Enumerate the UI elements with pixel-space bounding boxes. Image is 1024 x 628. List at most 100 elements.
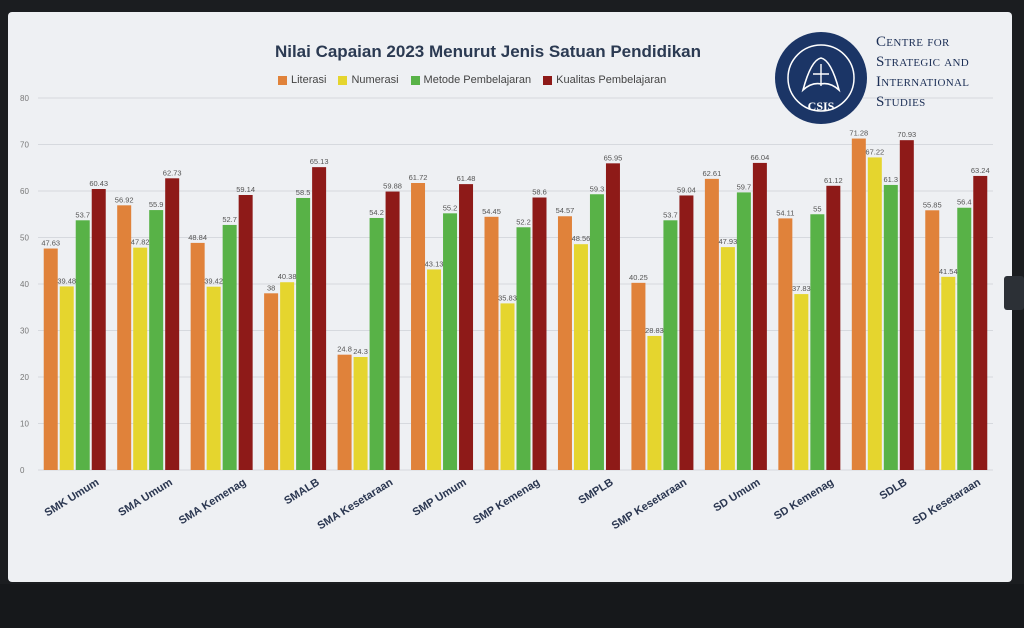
data-label: 66.04 [750, 153, 769, 162]
csis-logo-icon: CSIS [775, 32, 867, 124]
y-tick-label: 70 [20, 141, 29, 150]
bar-numerasi [573, 244, 588, 470]
data-label: 41.54 [939, 267, 958, 276]
data-label: 58.5 [296, 188, 311, 197]
y-tick-label: 40 [20, 280, 29, 289]
data-label: 43.13 [425, 259, 444, 268]
y-tick-label: 50 [20, 234, 29, 243]
projector-screen: 0 10 20 30 40 50 60 70 80 47.63 39.48 53.7 60.43 56.… [8, 12, 1012, 582]
bar-literasi [925, 210, 940, 471]
y-tick-label: 80 [20, 94, 29, 103]
data-label: 47.93 [718, 237, 737, 246]
data-label: 24.8 [337, 345, 352, 354]
data-label: 55 [813, 204, 821, 213]
bar-kualitas-pembelajaran [605, 163, 620, 470]
bar-kualitas-pembelajaran [899, 140, 914, 470]
data-label: 48.84 [188, 233, 207, 242]
category-label: SMA Umum [116, 476, 175, 519]
bar-literasi [484, 216, 499, 470]
bar-metode-pembelajaran [75, 220, 90, 470]
bar-metode-pembelajaran [589, 194, 604, 470]
data-label: 54.57 [556, 206, 575, 215]
category-label: SMK Umum [43, 476, 102, 519]
bar-literasi [704, 178, 719, 470]
data-label-layer: 47.63 39.48 53.7 60.43 56.92 47.82 55.9 62.73 48… [41, 129, 989, 356]
data-label: 54.45 [482, 207, 501, 216]
bar-metode-pembelajaran [810, 214, 825, 470]
data-label: 62.61 [702, 169, 721, 178]
bar-kualitas-pembelajaran [165, 178, 180, 471]
y-tick-label: 60 [20, 187, 29, 196]
bar-kualitas-pembelajaran [679, 195, 694, 471]
bar-kualitas-pembelajaran [91, 189, 106, 471]
bar-metode-pembelajaran [296, 197, 311, 470]
data-label: 55.85 [923, 200, 942, 209]
y-tick-label: 10 [20, 420, 29, 429]
data-label: 55.2 [443, 203, 458, 212]
data-label: 39.48 [57, 276, 76, 285]
data-label: 35.83 [498, 293, 517, 302]
data-label: 38 [267, 283, 275, 292]
bar-metode-pembelajaran [149, 210, 164, 470]
data-label: 70.93 [897, 130, 916, 139]
grid-layer [38, 97, 993, 471]
org-line-1: Centre for [876, 34, 950, 50]
data-label: 47.82 [131, 238, 150, 247]
legend-label: Numerasi [351, 74, 399, 86]
bar-literasi [631, 282, 646, 470]
bar-numerasi [206, 286, 221, 470]
data-label: 48.56 [572, 234, 591, 243]
legend-item: Kualitas Pembelajaran [543, 74, 666, 86]
screen-bezel-bottom [0, 584, 1024, 628]
bar-literasi [557, 216, 572, 470]
bar-numerasi [647, 335, 662, 470]
bar-kualitas-pembelajaran [238, 194, 253, 470]
category-label: SMA Kesetaraan [316, 476, 396, 532]
bar-numerasi [794, 294, 809, 470]
side-device-icon [1004, 276, 1024, 310]
data-label: 56.92 [115, 195, 134, 204]
org-line-4: Studies [876, 94, 926, 110]
bar-literasi [264, 293, 279, 470]
bar-literasi [43, 248, 58, 470]
organization-name: Centre for Strategic and International S… [876, 32, 1006, 112]
category-label: SMALB [282, 476, 322, 507]
data-label: 47.63 [41, 239, 60, 248]
logo-text: CSIS [808, 99, 835, 113]
bar-numerasi [941, 276, 956, 470]
bar-kualitas-pembelajaran [532, 197, 547, 470]
data-label: 53.7 [75, 210, 90, 219]
bar-metode-pembelajaran [883, 184, 898, 470]
bar-metode-pembelajaran [516, 227, 531, 470]
bar-metode-pembelajaran [443, 213, 458, 470]
data-label: 58.6 [532, 188, 547, 197]
data-label: 53.7 [663, 210, 678, 219]
data-label: 60.43 [89, 179, 108, 188]
data-label: 62.73 [163, 168, 182, 177]
bar-kualitas-pembelajaran [459, 184, 474, 471]
category-label: SD Umum [712, 476, 763, 514]
data-label: 59.88 [383, 182, 402, 191]
bar-literasi [778, 218, 793, 470]
data-label: 37.83 [792, 284, 811, 293]
data-label: 63.24 [971, 166, 990, 175]
data-label: 61.48 [457, 174, 476, 183]
bar-literasi [117, 205, 132, 470]
bar-numerasi [500, 303, 515, 470]
bar-literasi [337, 354, 352, 470]
bar-kualitas-pembelajaran [385, 191, 400, 471]
bar-kualitas-pembelajaran [826, 185, 841, 471]
bar-numerasi [720, 247, 735, 470]
bar-metode-pembelajaran [369, 217, 384, 470]
data-label: 59.14 [236, 185, 255, 194]
category-label: SMP Umum [411, 476, 469, 519]
bar-literasi [851, 138, 866, 470]
category-label: SMA Kemenag [177, 476, 248, 527]
bar-metode-pembelajaran [957, 207, 972, 471]
bar-kualitas-pembelajaran [312, 167, 327, 470]
data-label: 56.4 [957, 198, 972, 207]
chart-legend: Literasi Numerasi Metode Pembelajaran Kuali… [278, 74, 778, 86]
data-label: 40.25 [629, 273, 648, 282]
category-label: SD Kemenag [772, 476, 836, 522]
bar-literasi [411, 183, 426, 470]
